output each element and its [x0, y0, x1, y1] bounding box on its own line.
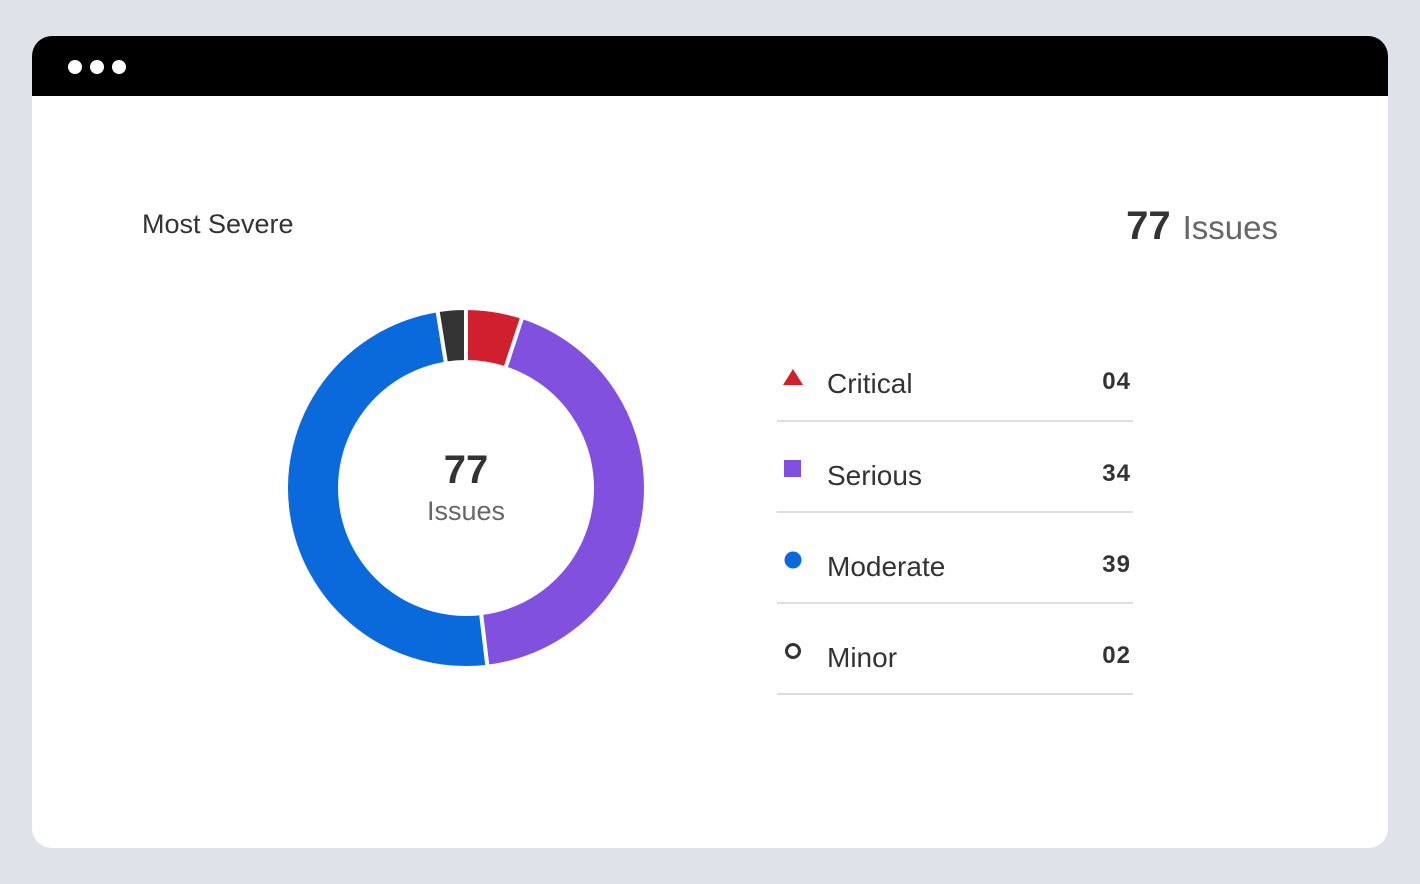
total-issues-label: Issues: [1182, 209, 1278, 246]
donut-segment-serious[interactable]: [478, 314, 647, 669]
triangle-icon: [777, 368, 809, 386]
legend-value: 02: [1102, 642, 1131, 669]
browser-window: Most Severe 77 Issues 77 Issues Critical…: [32, 36, 1388, 848]
window-controls: [68, 60, 126, 74]
legend-label: Moderate: [827, 551, 946, 582]
total-issues: 77 Issues: [1126, 204, 1278, 249]
legend-value: 04: [1102, 368, 1131, 395]
donut-center-count: 77: [443, 448, 489, 492]
legend-item-critical[interactable]: Critical 04: [777, 330, 1133, 422]
donut-chart: 77 Issues: [285, 307, 647, 669]
donut-center: 77 Issues: [285, 307, 647, 669]
legend-label: Critical: [827, 368, 913, 399]
donut-chart-svg: [285, 307, 647, 669]
window-dot-icon[interactable]: [68, 60, 82, 74]
legend-item-moderate[interactable]: Moderate 39: [777, 513, 1133, 604]
legend-item-minor[interactable]: Minor 02: [777, 604, 1133, 695]
donut-segment-minor[interactable]: [435, 307, 468, 366]
window-titlebar: [32, 36, 1388, 96]
section-title: Most Severe: [142, 209, 294, 239]
circle-icon: [777, 551, 809, 569]
donut-segment-moderate[interactable]: [285, 307, 490, 669]
donut-center-label: Issues: [426, 496, 506, 526]
total-issues-count: 77: [1126, 204, 1171, 248]
legend-label: Serious: [827, 460, 922, 491]
legend-item-serious[interactable]: Serious 34: [777, 422, 1133, 513]
legend-label: Minor: [827, 642, 898, 673]
legend-value: 39: [1102, 551, 1131, 578]
window-dot-icon[interactable]: [112, 60, 126, 74]
square-icon: [777, 460, 809, 478]
window-dot-icon[interactable]: [90, 60, 104, 74]
severity-legend: Critical 04 Serious 34 Moderate 39 Minor…: [777, 330, 1133, 695]
ring-icon: [777, 642, 809, 660]
legend-value: 34: [1102, 460, 1131, 487]
